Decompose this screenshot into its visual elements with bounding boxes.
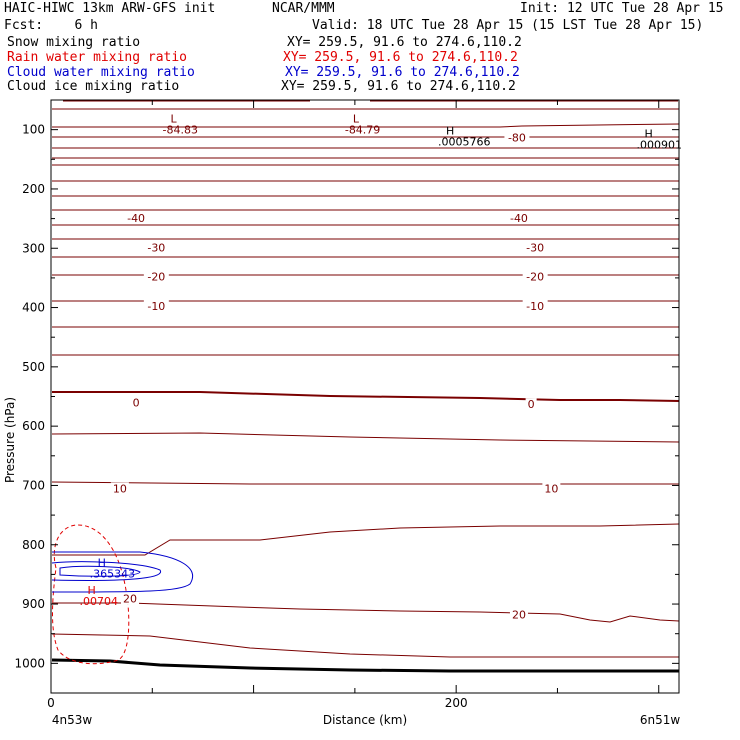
isotherm-label: -40 xyxy=(510,212,528,225)
y-tick-label: 200 xyxy=(22,182,45,196)
extremum-value: .365343 xyxy=(90,568,136,581)
x-axis-title: Distance (km) xyxy=(323,713,407,727)
cloudwater-contours xyxy=(51,551,193,593)
isotherm-label-bg xyxy=(504,131,530,144)
init-time: Init: 12 UTC Tue 28 Apr 15 xyxy=(520,1,724,16)
isotherm-label-bg xyxy=(143,241,169,254)
extremum-value: -84.83 xyxy=(163,124,198,137)
isotherm-label: -80 xyxy=(508,131,526,144)
isotherm-label-bg xyxy=(121,592,140,605)
isotherm-label: 20 xyxy=(123,593,137,606)
isotherm-label-bg xyxy=(506,212,532,225)
extremum-value: .0005766 xyxy=(438,135,491,148)
y-tick-label: 1000 xyxy=(14,656,45,670)
extremum-value: .000901 xyxy=(637,138,683,151)
isotherm-label-bg xyxy=(522,299,548,312)
isotherm-label-bg xyxy=(509,608,528,621)
isotherm-label-bg xyxy=(143,270,169,283)
field-snow-xy: XY= 259.5, 91.6 to 274.6,110.2 xyxy=(287,35,522,50)
isotherm-line xyxy=(51,481,679,485)
extremum-symbol: H xyxy=(446,124,454,137)
valid-time: Valid: 18 UTC Tue 28 Apr 15 (15 LST Tue … xyxy=(312,18,704,33)
isotherm-label-bg xyxy=(143,299,169,312)
y-tick-label: 800 xyxy=(22,538,45,552)
isotherm-line xyxy=(51,432,680,443)
y-tick-label: 400 xyxy=(22,301,45,315)
extremum-symbol: H xyxy=(645,127,653,140)
field-cloudwater-name: Cloud water mixing ratio xyxy=(7,65,195,80)
right-endpoint: 6n51w xyxy=(640,713,681,727)
left-endpoint: 4n53w xyxy=(52,713,93,727)
isotherm-label: -20 xyxy=(526,271,544,284)
extremum-value: -84.79 xyxy=(345,124,380,137)
isotherm-label-bg xyxy=(110,482,129,495)
isotherm-line xyxy=(52,123,680,128)
rain-contour xyxy=(52,524,130,665)
isotherm-line xyxy=(51,633,679,658)
isotherm-label-bg xyxy=(130,396,142,409)
isotherm-label: -30 xyxy=(526,242,544,255)
y-tick-label: 300 xyxy=(22,241,45,255)
isotherm-line xyxy=(52,391,680,402)
y-tick-label: 500 xyxy=(22,360,45,374)
contour-labels: -80-40 -40-30 -30-20 -20-10 -100 010 102020L-8… xyxy=(79,113,682,622)
extremum-symbol: L xyxy=(353,113,360,126)
isotherm-label: 0 xyxy=(528,398,535,411)
field-cloudice-name: Cloud ice mixing ratio xyxy=(7,79,180,94)
forecast-hour: Fcst: 6 h xyxy=(4,18,98,33)
extremum-symbol: L xyxy=(171,113,178,126)
isotherm-label: -30 xyxy=(147,242,165,255)
isotherm-label: 10 xyxy=(113,482,127,495)
x-tick-label: 0 xyxy=(47,696,55,710)
model-title: HAIC-HIWC 13km ARW-GFS init xyxy=(4,1,216,16)
y-tick-label: 100 xyxy=(22,123,45,137)
cloudwater-contour xyxy=(59,565,141,577)
isotherm-label: -40 xyxy=(127,212,145,225)
y-tick-label: 700 xyxy=(22,478,45,492)
field-cloudice-xy: XY= 259.5, 91.6 to 274.6,110.2 xyxy=(281,79,516,94)
extremum-value: .00704 xyxy=(79,595,118,608)
terrain-line xyxy=(51,658,679,673)
isotherm-line xyxy=(52,602,680,623)
isotherm-line xyxy=(52,523,680,556)
org-label: NCAR/MMM xyxy=(272,1,335,16)
isotherm-label: 20 xyxy=(512,609,526,622)
cloudwater-contour xyxy=(51,551,193,593)
field-snow-name: Snow mixing ratio xyxy=(7,35,141,50)
isotherm-label: 0 xyxy=(133,396,140,409)
y-axis-title: Pressure (hPa) xyxy=(3,397,17,483)
extremum-symbol: H xyxy=(98,557,106,570)
y-tick-label: 600 xyxy=(22,419,45,433)
cloudwater-contour xyxy=(51,561,162,581)
isotherm-label-bg xyxy=(522,241,548,254)
isotherm-label: -10 xyxy=(526,300,544,313)
extremum-symbol: H xyxy=(87,584,95,597)
isotherm-label: -20 xyxy=(147,271,165,284)
field-rain-xy: XY= 259.5, 91.6 to 274.6,110.2 xyxy=(283,50,518,65)
isotherm-label: 10 xyxy=(544,482,558,495)
isotherm-label: -10 xyxy=(147,300,165,313)
isotherm-label-bg xyxy=(542,482,561,495)
isotherm-label-bg xyxy=(522,270,548,283)
x-tick-label: 200 xyxy=(445,696,468,710)
isotherm-label-bg xyxy=(123,212,149,225)
field-rain-name: Rain water mixing ratio xyxy=(7,50,188,65)
isotherm-label-bg xyxy=(525,398,537,411)
field-cloudwater-xy: XY= 259.5, 91.6 to 274.6,110.2 xyxy=(285,65,520,80)
y-tick-label: 900 xyxy=(22,597,45,611)
